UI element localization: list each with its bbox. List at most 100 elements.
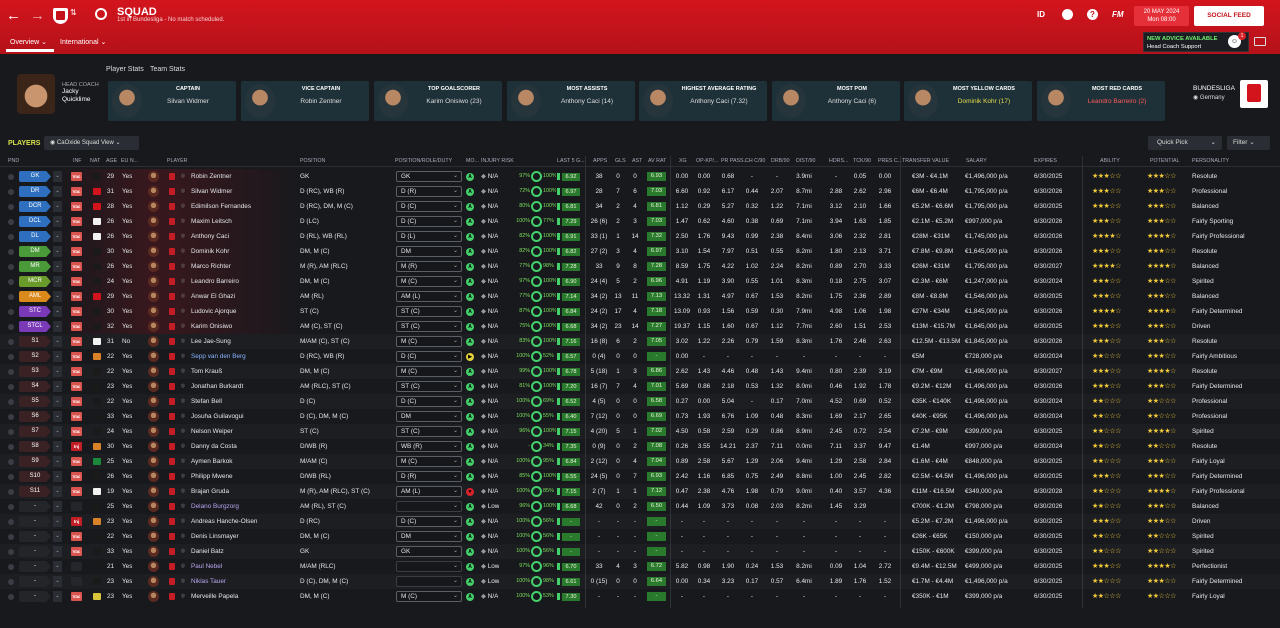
role-dropdown[interactable]: ST (C) ⌄ (396, 426, 462, 437)
position-badge[interactable]: - (19, 516, 51, 527)
position-badge[interactable]: - (19, 576, 51, 587)
pnd-indicator[interactable] (8, 219, 14, 225)
position-badge[interactable]: DCL (19, 216, 51, 227)
table-row[interactable]: S5 ⌄ Vac 22 Yes ⌾ Stefan Bell D (C) D (C)… (0, 394, 1280, 409)
pnd-indicator[interactable] (8, 534, 14, 540)
chevron-down-icon[interactable]: ⌄ (53, 591, 62, 602)
pnd-indicator[interactable] (8, 519, 14, 525)
search-icon[interactable] (95, 8, 107, 20)
column-header[interactable]: GLS (615, 158, 626, 164)
column-header[interactable]: INJURY RISK (481, 158, 514, 164)
column-header[interactable]: PND (8, 158, 20, 164)
chevron-down-icon[interactable]: ⌄ (53, 171, 62, 182)
role-dropdown[interactable]: D (R) ⌄ (396, 471, 462, 482)
player-name[interactable]: Robin Zentner (191, 173, 232, 180)
table-row[interactable]: DL ⌄ Vac 26 Yes ⌾ Anthony Caci D (RL), W… (0, 229, 1280, 244)
column-header[interactable]: POSITION/ROLE/DUTY (395, 158, 453, 164)
position-badge[interactable]: S2 (19, 351, 51, 362)
player-name[interactable]: Niklas Tauer (191, 578, 227, 585)
player-name[interactable]: Edimilson Fernandes (191, 203, 252, 210)
position-badge[interactable]: STC (19, 306, 51, 317)
chevron-down-icon[interactable]: ⌄ (53, 441, 62, 452)
table-row[interactable]: S2 ⌄ Vac 22 Yes ⌾ Sepp van den Berg D (R… (0, 349, 1280, 364)
column-header[interactable]: SALARY (966, 158, 987, 164)
table-row[interactable]: - ⌄ Inj 23 Yes ⌾ Andreas Hanche-Olsen D … (0, 514, 1280, 529)
chevron-down-icon[interactable]: ⌄ (53, 336, 62, 347)
filter-button[interactable]: Filter ⌄ (1227, 136, 1270, 150)
table-row[interactable]: S3 ⌄ Vac 22 Yes ⌾ Tom Krauß DM, M (C) M (… (0, 364, 1280, 379)
role-dropdown[interactable]: M (C) ⌄ (396, 336, 462, 347)
position-badge[interactable]: AML (19, 291, 51, 302)
player-name[interactable]: Maxim Leitsch (191, 218, 232, 225)
player-name[interactable]: Anthony Caci (191, 233, 230, 240)
date-box[interactable]: 20 MAY 2024 Mon 08:00 (1134, 6, 1189, 26)
coach-name[interactable]: Jacky Quicklime (62, 88, 91, 103)
position-badge[interactable]: S7 (19, 426, 51, 437)
player-name[interactable]: Denis Linsmayer (191, 533, 239, 540)
player-name[interactable]: Ludovic Ajorque (191, 308, 237, 315)
club-switch-icon[interactable]: ⇅ (70, 8, 77, 17)
position-badge[interactable]: S8 (19, 441, 51, 452)
table-row[interactable]: - ⌄ 23 Yes ⌾ Niklas Tauer D (C), DM, M (… (0, 574, 1280, 589)
table-row[interactable]: S11 ⌄ Vac 19 Yes ⌾ Brajan Gruda M (R), A… (0, 484, 1280, 499)
column-header[interactable]: NAT (90, 158, 101, 164)
pnd-indicator[interactable] (8, 429, 14, 435)
pnd-indicator[interactable] (8, 384, 14, 390)
position-badge[interactable]: - (19, 561, 51, 572)
chevron-down-icon[interactable]: ⌄ (53, 201, 62, 212)
role-dropdown[interactable]: AM (L) ⌄ (396, 486, 462, 497)
pnd-indicator[interactable] (8, 339, 14, 345)
column-header[interactable]: PLAYER (167, 158, 188, 164)
chevron-down-icon[interactable]: ⌄ (53, 381, 62, 392)
tab-international[interactable]: International ⌄ (60, 39, 107, 46)
column-header[interactable]: AV RAT (648, 158, 667, 164)
table-row[interactable]: - ⌄ 21 Yes ⌾ Paul Nebel M/AM (RLC) ⌄ A ◆ L… (0, 559, 1280, 574)
player-name[interactable]: Paul Nebel (191, 563, 223, 570)
player-name[interactable]: Aymen Barkok (191, 458, 233, 465)
role-dropdown[interactable]: WB (R) ⌄ (396, 441, 462, 452)
role-dropdown[interactable]: D (C) ⌄ (396, 396, 462, 407)
stat-card[interactable]: CAPTAIN Silvan Widmer (108, 81, 236, 121)
globe-icon[interactable] (1062, 9, 1073, 20)
position-badge[interactable]: S1 (19, 336, 51, 347)
chevron-down-icon[interactable]: ⌄ (53, 261, 62, 272)
fm-logo-icon[interactable]: FM (1112, 10, 1124, 19)
role-dropdown[interactable]: M (R) ⌄ (396, 261, 462, 272)
screen-icon[interactable] (1254, 37, 1266, 46)
chevron-down-icon[interactable]: ⌄ (53, 576, 62, 587)
role-dropdown[interactable]: M (C) ⌄ (396, 591, 462, 602)
pnd-indicator[interactable] (8, 189, 14, 195)
table-row[interactable]: S7 ⌄ Vac 24 Yes ⌾ Nelson Weiper ST (C) ST… (0, 424, 1280, 439)
player-name[interactable]: Leandro Barreiro (191, 278, 239, 285)
chevron-down-icon[interactable]: ⌄ (53, 396, 62, 407)
squad-view-dropdown[interactable]: ◉ CaOxide Squad View ⌄ (44, 136, 139, 150)
chevron-down-icon[interactable]: ⌄ (53, 516, 62, 527)
role-dropdown[interactable]: ST (C) ⌄ (396, 321, 462, 332)
chevron-down-icon[interactable]: ⌄ (53, 291, 62, 302)
column-header[interactable]: TRANSFER VALUE (902, 158, 949, 164)
table-row[interactable]: S6 ⌄ Vac 33 Yes ⌾ Josuha Guilavogui D (C… (0, 409, 1280, 424)
back-arrow-icon[interactable]: ← (6, 7, 21, 24)
stat-card[interactable]: MOST YELLOW CARDS Dominik Kohr (17) (904, 81, 1032, 121)
player-name[interactable]: Philipp Mwene (191, 473, 233, 480)
stat-card[interactable]: VICE CAPTAIN Robin Zentner (241, 81, 369, 121)
role-dropdown[interactable]: M (C) ⌄ (396, 366, 462, 377)
pnd-indicator[interactable] (8, 504, 14, 510)
pnd-indicator[interactable] (8, 174, 14, 180)
position-badge[interactable]: S5 (19, 396, 51, 407)
chevron-down-icon[interactable]: ⌄ (53, 561, 62, 572)
chevron-down-icon[interactable]: ⌄ (53, 351, 62, 362)
position-badge[interactable]: S11 (19, 486, 51, 497)
player-name[interactable]: Josuha Guilavogui (191, 413, 244, 420)
table-row[interactable]: - ⌄ Vac 23 Yes ⌾ Merveille Papela DM, M … (0, 589, 1280, 604)
role-dropdown[interactable]: DM ⌄ (396, 531, 462, 542)
player-name[interactable]: Anwar El Ghazi (191, 293, 236, 300)
chevron-down-icon[interactable]: ⌄ (53, 471, 62, 482)
chevron-down-icon[interactable]: ⌄ (53, 426, 62, 437)
stat-card[interactable]: MOST ASSISTS Anthony Caci (14) (507, 81, 635, 121)
id-icon[interactable]: ID (1037, 10, 1045, 19)
position-badge[interactable]: DR (19, 186, 51, 197)
chevron-down-icon[interactable]: ⌄ (53, 411, 62, 422)
table-row[interactable]: - ⌄ 25 Yes ⌾ Delano Burgzorg AM (RL), ST… (0, 499, 1280, 514)
club-crest-icon[interactable] (53, 8, 68, 24)
